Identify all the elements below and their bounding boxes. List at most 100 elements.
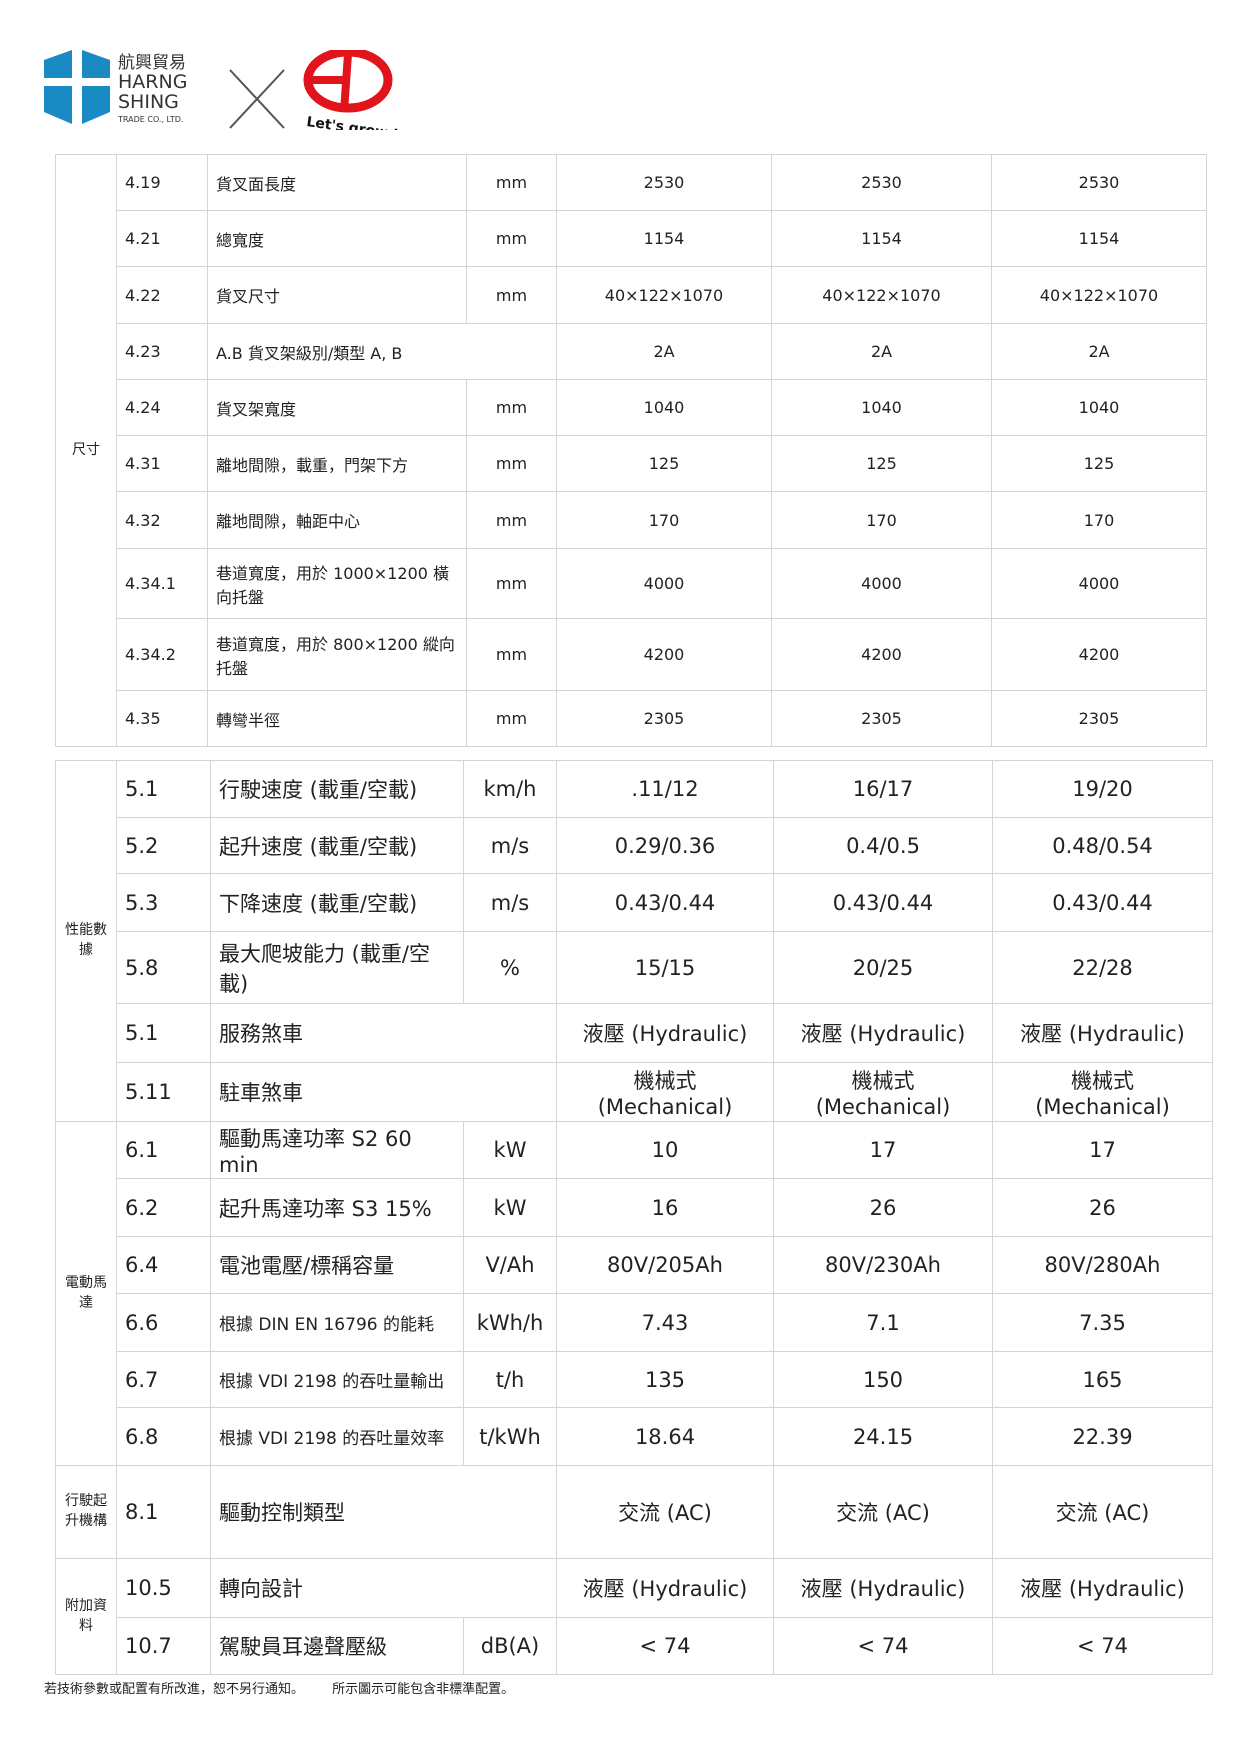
item-number: 10.5 (116, 1558, 211, 1618)
category-cell: 性能數據 (55, 760, 117, 1122)
model-value: < 74 (992, 1617, 1213, 1675)
table-row: 4.31 離地間隙，載重，門架下方 mm 125 125 125 (56, 435, 1207, 492)
svg-text:SHING: SHING (118, 91, 179, 113)
table-row: 附加資料 10.5 轉向設計 液壓 (Hydraulic) 液壓 (Hydraulic)… (55, 1558, 1213, 1675)
item-name: 服務煞車 (210, 1003, 557, 1063)
spec-table-dimensions: 尺寸 4.19 貨叉面長度 mm 2530 2530 2530 4.21 總寬度 mm 1154 11… (55, 154, 1207, 747)
model-value: 40×122×1070 (556, 266, 772, 324)
item-unit: V/Ah (463, 1236, 557, 1294)
item-unit: mm (466, 210, 557, 267)
item-name: 轉彎半徑 (207, 690, 467, 747)
item-number: 5.2 (116, 817, 211, 874)
item-number: 5.1 (116, 1003, 211, 1063)
item-name: 離地間隙，載重，門架下方 (207, 435, 467, 492)
item-number: 4.34.2 (116, 618, 208, 691)
table-row: 6.2 起升馬達功率 S3 15% kW 16 26 26 (56, 1178, 1213, 1237)
item-unit: km/h (463, 760, 557, 818)
category-cell: 電動馬達 (55, 1121, 117, 1466)
model-value: 2305 (556, 690, 772, 747)
footnote-1: 若技術參數或配置有所改進，恕不另行通知。 (44, 1682, 305, 1697)
item-number: 4.24 (116, 379, 208, 436)
item-unit: dB(A) (463, 1617, 557, 1675)
model-value: 17 (773, 1121, 993, 1179)
item-unit: % (463, 931, 557, 1004)
item-number: 4.23 (116, 323, 208, 380)
model-value: 1040 (771, 379, 992, 436)
table-row: 6.7 根據 VDI 2198 的吞吐量輸出 t/h 135 150 165 (56, 1351, 1213, 1408)
table-row: 4.21 總寬度 mm 1154 1154 1154 (56, 210, 1207, 267)
item-number: 6.1 (116, 1121, 211, 1179)
table-row: 4.32 離地間隙，軸距中心 mm 170 170 170 (56, 491, 1207, 549)
item-unit: mm (466, 379, 557, 436)
model-value: 18.64 (556, 1407, 774, 1466)
model-value: 40×122×1070 (771, 266, 992, 324)
item-name: 巷道寬度，用於 1000×1200 橫向托盤 (207, 548, 467, 619)
item-name: 根據 VDI 2198 的吞吐量輸出 (210, 1351, 464, 1408)
item-name: 離地間隙，軸距中心 (207, 491, 467, 549)
table-row: 5.3 下降速度 (載重/空載) m/s 0.43/0.44 0.43/0.44 0.43… (56, 873, 1213, 932)
item-unit: mm (466, 548, 557, 619)
item-name: 下降速度 (載重/空載) (210, 873, 464, 932)
svg-text:航興貿易: 航興貿易 (118, 53, 186, 73)
model-value: 2305 (771, 690, 992, 747)
model-value: 17 (992, 1121, 1213, 1179)
model-value: 80V/280Ah (992, 1236, 1213, 1294)
table-row: 4.35 轉彎半徑 mm 2305 2305 2305 (56, 690, 1207, 747)
table-row: 5.11 駐車煞車 機械式 (Mechanical) 機械式 (Mechanical)… (56, 1062, 1213, 1122)
model-value: 0.43/0.44 (992, 873, 1213, 932)
table-row: 4.23 A.B 貨叉架級別/類型 A, B 2A 2A 2A (56, 323, 1207, 380)
item-unit: kWh/h (463, 1293, 557, 1352)
item-name: 根據 DIN EN 16796 的能耗 (210, 1293, 464, 1352)
model-value: 125 (556, 435, 772, 492)
svg-text:TRADE CO., LTD.: TRADE CO., LTD. (117, 115, 183, 124)
model-value: 16/17 (773, 760, 993, 818)
item-number: 6.8 (116, 1407, 211, 1466)
table-row: 4.34.2 巷道寬度，用於 800×1200 縱向托盤 mm 4200 4200 420… (56, 618, 1207, 691)
table-row: 4.24 貨叉架寬度 mm 1040 1040 1040 (56, 379, 1207, 436)
model-value: 4200 (771, 618, 992, 691)
model-value: 7.35 (992, 1293, 1213, 1352)
footnote-2: 所示圖示可能包含非標準配置。 (332, 1682, 515, 1697)
model-value: 0.4/0.5 (773, 817, 993, 874)
table-row: 6.8 根據 VDI 2198 的吞吐量效率 t/kWh 18.64 24.15 22.3… (56, 1407, 1213, 1466)
item-name: 駐車煞車 (210, 1062, 557, 1122)
item-number: 4.32 (116, 491, 208, 549)
item-number: 4.21 (116, 210, 208, 267)
model-value: 4000 (771, 548, 992, 619)
model-value: 150 (773, 1351, 993, 1408)
item-name: 行駛速度 (載重/空載) (210, 760, 464, 818)
model-value: 2530 (556, 154, 772, 211)
model-value: 機械式 (Mechanical) (773, 1062, 993, 1122)
model-value: 15/15 (556, 931, 774, 1004)
category-cell: 行駛起升機構 (55, 1465, 117, 1559)
model-value: 125 (991, 435, 1207, 492)
model-value: 135 (556, 1351, 774, 1408)
model-value: 液壓 (Hydraulic) (992, 1558, 1213, 1618)
model-value: 2A (771, 323, 992, 380)
model-value: 0.43/0.44 (773, 873, 993, 932)
model-value: 1040 (991, 379, 1207, 436)
model-value: 液壓 (Hydraulic) (773, 1558, 993, 1618)
model-value: 24.15 (773, 1407, 993, 1466)
item-number: 5.8 (116, 931, 211, 1004)
model-value: 1040 (556, 379, 772, 436)
model-value: .11/12 (556, 760, 774, 818)
model-value: 4200 (556, 618, 772, 691)
item-number: 6.4 (116, 1236, 211, 1294)
model-value: 交流 (AC) (773, 1465, 993, 1559)
table-row: 尺寸 4.19 貨叉面長度 mm 2530 2530 2530 (55, 154, 1207, 747)
item-name: 電池電壓/標稱容量 (210, 1236, 464, 1294)
model-value: 1154 (556, 210, 772, 267)
model-value: 2305 (991, 690, 1207, 747)
item-unit: mm (466, 491, 557, 549)
svg-text:Let's grow together: Let's grow together (305, 114, 444, 130)
model-value: 2A (991, 323, 1207, 380)
item-unit: mm (466, 690, 557, 747)
model-value: 機械式 (Mechanical) (556, 1062, 774, 1122)
item-unit: mm (466, 266, 557, 324)
item-number: 5.11 (116, 1062, 211, 1122)
model-value: 7.43 (556, 1293, 774, 1352)
item-number: 5.1 (116, 760, 211, 818)
model-value: 20/25 (773, 931, 993, 1004)
model-value: 16 (556, 1178, 774, 1237)
